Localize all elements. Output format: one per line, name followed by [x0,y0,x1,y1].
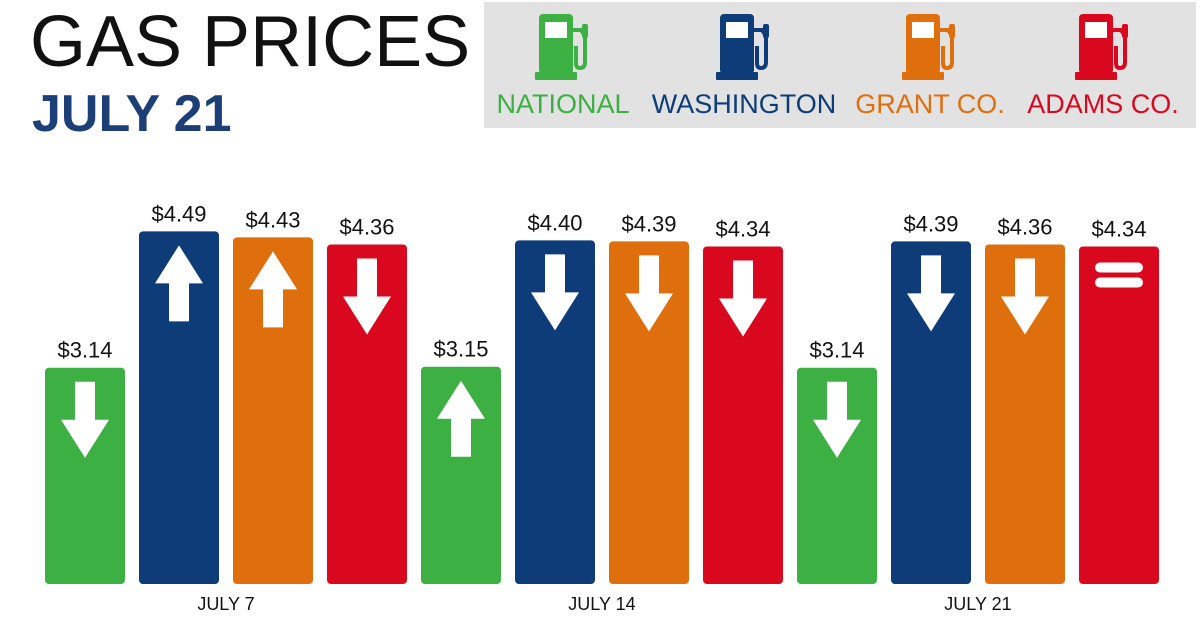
bar-group: $4.40 [515,210,595,584]
bar [891,241,971,584]
pump-hose [573,28,587,71]
x-tick-label: JULY 21 [944,594,1011,614]
bar-group: $3.14 [797,338,877,584]
data-label: $4.40 [527,210,582,235]
bar-group: $4.39 [609,211,689,584]
pump-window [912,22,934,38]
data-label: $4.39 [621,211,676,236]
bar-group: $4.34 [703,216,783,585]
gas-pump-icon [535,14,588,80]
bar-group: $3.14 [45,338,125,584]
bar [703,246,783,585]
bar-group: $4.36 [985,214,1065,584]
pump-window [726,22,748,38]
arrow-down-icon [907,255,955,332]
arrow-down-icon [625,255,673,332]
pump-window [1085,22,1107,38]
arrow-down-icon [1001,258,1049,335]
bar-group: $4.49 [139,201,219,585]
bar-group: $4.34 [1079,216,1159,585]
bar-group: $4.43 [233,207,313,585]
equals-icon [1095,262,1143,288]
page-subtitle: JULY 21 [32,85,232,143]
bar [233,237,313,585]
bar [515,240,595,584]
pump-nozzle [949,24,955,38]
legend-label: WASHINGTON [651,89,837,119]
arrow-down-icon [343,258,391,335]
data-label: $4.36 [997,214,1052,239]
x-tick-label: JULY 14 [568,594,635,614]
data-label: $4.39 [903,211,958,236]
pump-nozzle [1122,24,1128,38]
pump-base [535,72,577,80]
data-label: $4.36 [339,214,394,239]
pump-nozzle [582,24,588,38]
x-tick-label: JULY 7 [197,594,254,614]
bar [327,244,407,584]
data-label: $3.15 [433,337,488,362]
pump-base [1075,72,1117,80]
arrow-down-icon [813,381,861,458]
gas-pump-icon [1075,14,1128,80]
arrow-down-icon [531,254,579,331]
arrow-up-icon [155,245,203,322]
bar [1079,246,1159,585]
legend-label: ADAMS CO. [1027,89,1179,119]
pump-base [716,72,758,80]
pump-nozzle [763,24,769,38]
bar [609,241,689,584]
data-label: $3.14 [57,338,112,363]
data-label: $3.14 [809,338,864,363]
bar [421,366,501,584]
legend-item-national: NATIONAL [486,2,640,128]
data-label: $4.49 [151,201,206,226]
pump-base [902,72,944,80]
bar-group: $3.15 [421,337,501,584]
legend-label: NATIONAL [496,89,630,119]
pump-hose [754,28,768,71]
legend-item-adams-co: ADAMS CO. [1014,2,1192,128]
bar [139,231,219,585]
arrow-up-icon [437,380,485,457]
bar-group: $4.36 [327,214,407,584]
data-label: $4.34 [715,216,770,241]
data-label: $4.34 [1091,216,1146,241]
pump-hose [1113,28,1127,71]
pump-window [545,22,567,38]
data-label: $4.43 [245,207,300,232]
pump-hose [940,28,954,71]
legend-item-washington: WASHINGTON [644,2,844,128]
legend-label: GRANT CO. [855,89,1005,119]
arrow-up-icon [249,251,297,328]
bar-group: $4.39 [891,211,971,584]
page-title: GAS PRICES [30,2,471,82]
bar [985,244,1065,584]
gas-pump-icon [902,14,955,80]
arrow-down-icon [719,260,767,337]
legend-item-grant-co: GRANT CO. [850,2,1010,128]
gas-pump-icon [716,14,769,80]
arrow-down-icon [61,381,109,458]
legend: NATIONAL WASHINGTON GRANT CO. ADAMS CO. [484,2,1196,128]
